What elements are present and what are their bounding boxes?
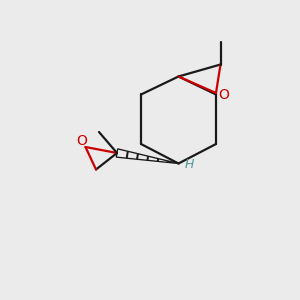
Text: H: H (184, 158, 194, 172)
Text: O: O (218, 88, 229, 101)
Text: O: O (76, 134, 87, 148)
